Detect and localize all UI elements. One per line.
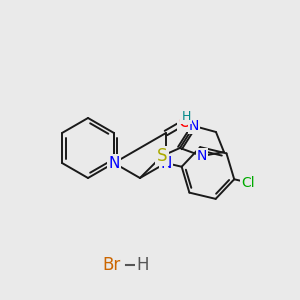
Text: Br: Br: [103, 256, 121, 274]
Text: O: O: [178, 113, 191, 131]
Text: N: N: [197, 149, 207, 163]
Text: H: H: [181, 110, 190, 122]
Text: Cl: Cl: [242, 176, 255, 190]
Text: N: N: [189, 119, 199, 133]
Text: N: N: [160, 155, 172, 170]
Text: N: N: [108, 155, 120, 170]
Text: H: H: [137, 256, 149, 274]
Text: S: S: [157, 147, 167, 165]
